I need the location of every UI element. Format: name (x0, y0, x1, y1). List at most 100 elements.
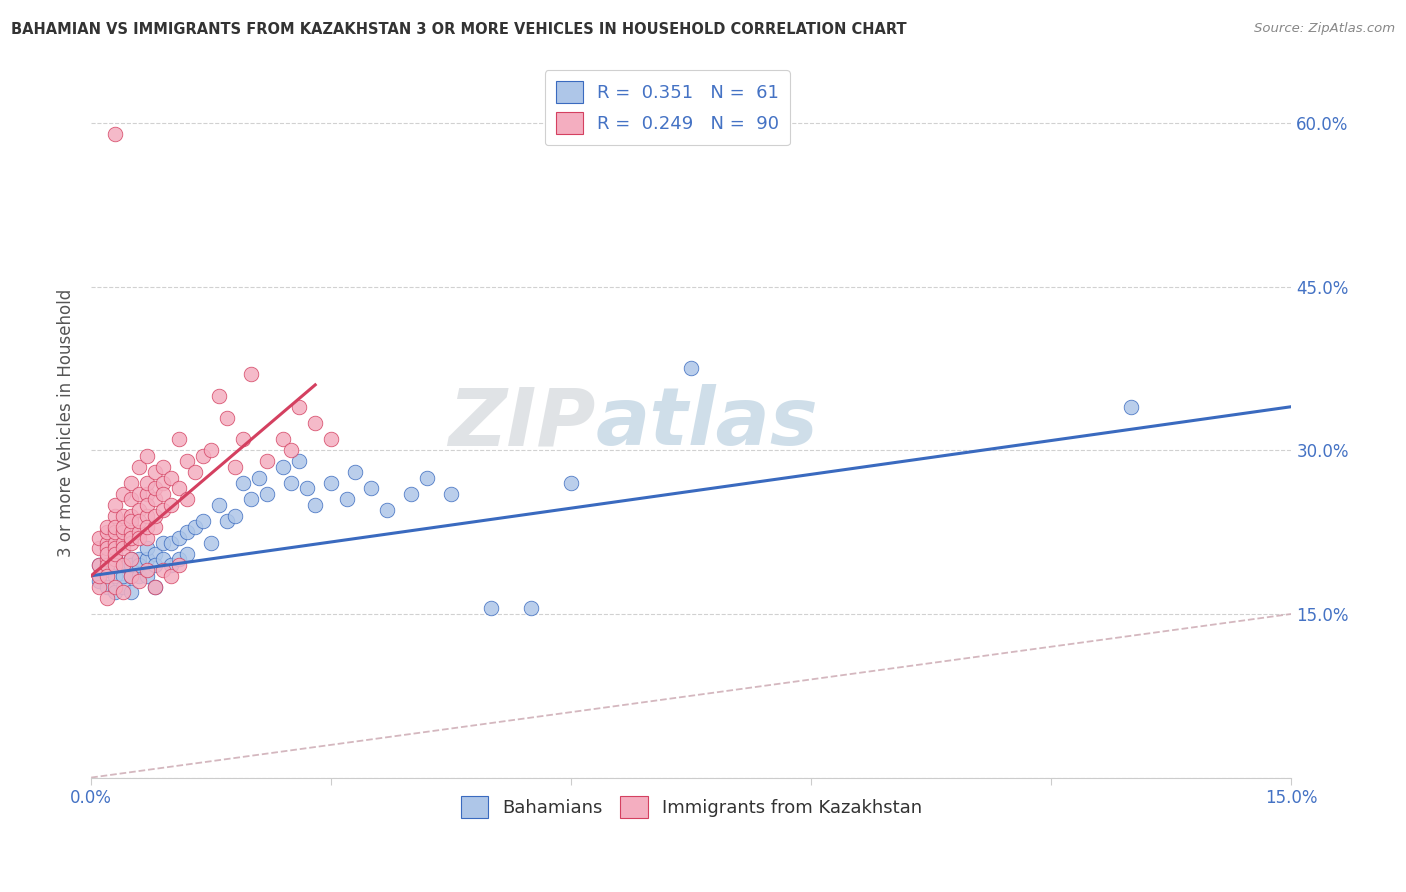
Point (120, 508, 142, 523)
Point (520, 601, 543, 615)
Point (152, 487, 174, 501)
Point (208, 389, 231, 403)
Point (176, 525, 198, 540)
Point (143, 580, 166, 594)
Point (247, 470, 270, 484)
Point (128, 558, 150, 572)
Point (440, 487, 463, 501)
Text: BAHAMIAN VS IMMIGRANTS FROM KAZAKHSTAN 3 OR MORE VEHICLES IN HOUSEHOLD CORRELATI: BAHAMIAN VS IMMIGRANTS FROM KAZAKHSTAN 3… (11, 22, 907, 37)
Point (336, 492, 359, 507)
Point (208, 498, 231, 512)
Point (112, 487, 135, 501)
Point (232, 476, 254, 491)
Point (152, 476, 174, 491)
Point (96, 547, 118, 561)
Point (112, 580, 135, 594)
Point (120, 552, 142, 566)
Point (360, 482, 382, 496)
Point (128, 552, 150, 566)
Point (160, 558, 183, 572)
Point (256, 487, 278, 501)
Point (128, 459, 150, 474)
Point (184, 465, 207, 479)
Point (224, 459, 246, 474)
Point (128, 574, 150, 589)
Point (120, 476, 142, 491)
Point (143, 508, 166, 523)
Point (120, 536, 142, 550)
Point (136, 541, 159, 556)
Point (681, 361, 703, 376)
Point (176, 454, 198, 468)
Point (375, 503, 398, 517)
Point (128, 514, 150, 528)
Point (96, 536, 118, 550)
Point (96, 552, 118, 566)
Point (104, 547, 127, 561)
Point (176, 547, 198, 561)
Point (104, 508, 127, 523)
Point (89, 580, 111, 594)
Point (160, 498, 183, 512)
Point (136, 568, 159, 582)
Point (200, 443, 222, 458)
Point (1121, 400, 1143, 414)
Point (104, 519, 127, 533)
Point (167, 558, 190, 572)
Point (280, 443, 302, 458)
Point (96, 552, 118, 566)
Point (167, 433, 190, 447)
Point (136, 531, 159, 545)
Point (200, 536, 222, 550)
Point (120, 568, 142, 582)
Point (112, 508, 135, 523)
Text: Source: ZipAtlas.com: Source: ZipAtlas.com (1254, 22, 1395, 36)
Point (89, 568, 111, 582)
Point (120, 531, 142, 545)
Point (112, 536, 135, 550)
Point (112, 519, 135, 533)
Point (89, 541, 111, 556)
Point (104, 552, 127, 566)
Point (136, 552, 159, 566)
Point (232, 433, 254, 447)
Point (104, 580, 127, 594)
Point (112, 585, 135, 599)
Point (96, 525, 118, 540)
Point (112, 558, 135, 572)
Point (136, 487, 159, 501)
Point (89, 531, 111, 545)
Point (136, 519, 159, 533)
Point (416, 470, 439, 484)
Point (193, 514, 215, 528)
Point (96, 519, 118, 533)
Point (160, 470, 183, 484)
Point (104, 525, 127, 540)
Point (104, 127, 127, 141)
Point (104, 536, 127, 550)
Point (136, 498, 159, 512)
Point (120, 585, 142, 599)
Point (136, 563, 159, 577)
Point (217, 410, 239, 425)
Point (217, 514, 239, 528)
Point (152, 536, 174, 550)
Point (96, 541, 118, 556)
Point (240, 367, 263, 381)
Point (479, 601, 502, 615)
Point (167, 531, 190, 545)
Point (96, 558, 118, 572)
Text: ZIP: ZIP (449, 384, 595, 462)
Point (96, 580, 118, 594)
Point (288, 400, 311, 414)
Point (160, 568, 183, 582)
Point (256, 454, 278, 468)
Point (104, 498, 127, 512)
Point (136, 476, 159, 491)
Legend: Bahamians, Immigrants from Kazakhstan: Bahamians, Immigrants from Kazakhstan (453, 789, 929, 825)
Point (112, 525, 135, 540)
Point (120, 492, 142, 507)
Point (295, 482, 318, 496)
Point (104, 568, 127, 582)
Point (136, 449, 159, 463)
